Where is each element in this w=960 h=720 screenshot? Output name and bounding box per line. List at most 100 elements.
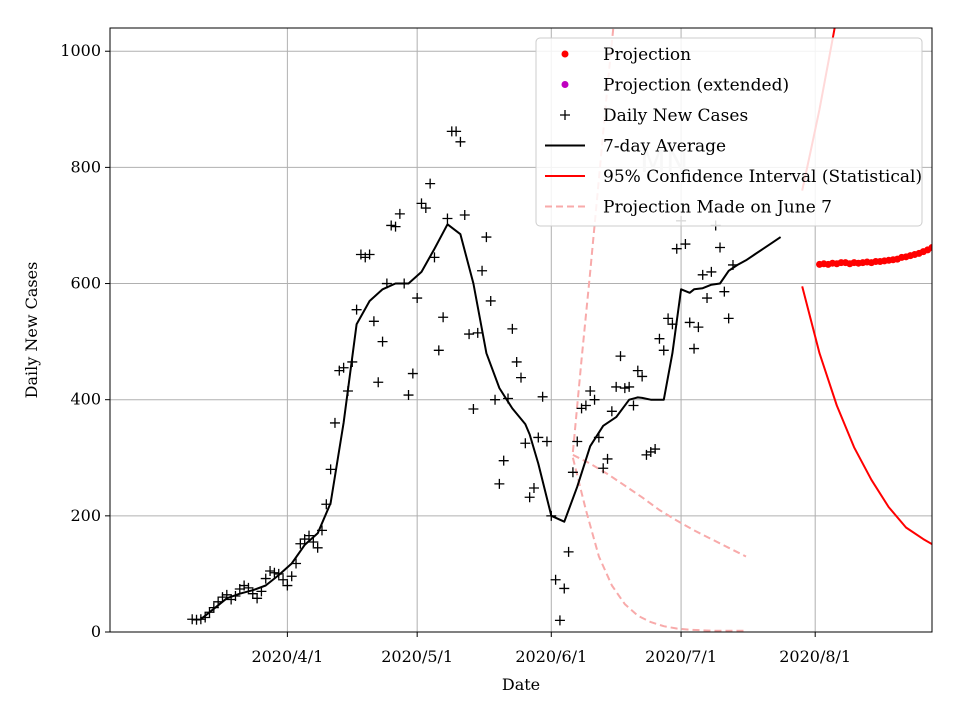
daily-cases-point bbox=[390, 221, 401, 232]
daily-cases-point bbox=[498, 455, 509, 466]
x-axis-title: Date bbox=[502, 675, 540, 694]
daily-cases-point bbox=[308, 536, 319, 547]
daily-cases-point bbox=[239, 580, 250, 591]
daily-cases-point bbox=[213, 596, 224, 607]
legend: Projection Projection (extended) Daily New… bbox=[535, 37, 923, 227]
daily-cases-point bbox=[325, 464, 336, 475]
daily-cases-point bbox=[386, 220, 397, 231]
projection-extended-point bbox=[946, 234, 953, 241]
daily-cases-point bbox=[329, 417, 340, 428]
daily-cases-point bbox=[706, 266, 717, 277]
legend-label: Projection Made on June 7 bbox=[603, 198, 832, 218]
daily-cases-point bbox=[260, 573, 271, 584]
projection-june7-upper-line bbox=[571, 28, 615, 453]
daily-cases-point bbox=[602, 453, 613, 464]
y-tick-label: 0 bbox=[91, 622, 101, 641]
daily-cases-point bbox=[455, 136, 466, 147]
daily-cases-point bbox=[723, 313, 734, 324]
daily-cases-point bbox=[624, 381, 635, 392]
daily-cases-point bbox=[377, 336, 388, 347]
daily-cases-point bbox=[671, 243, 682, 254]
y-tick-label: 1000 bbox=[60, 41, 101, 60]
daily-cases-point bbox=[472, 327, 483, 338]
daily-cases-point bbox=[563, 546, 574, 557]
daily-cases-point bbox=[580, 400, 591, 411]
daily-cases-point bbox=[442, 213, 453, 224]
daily-cases-point bbox=[256, 586, 267, 597]
projection-june7-lower-line bbox=[571, 457, 746, 632]
daily-cases-point bbox=[663, 313, 674, 324]
x-tick-label: 2020/5/1 bbox=[381, 647, 453, 666]
daily-cases-point bbox=[554, 615, 565, 626]
series-layer bbox=[187, 28, 960, 632]
daily-cases-point bbox=[295, 538, 306, 549]
daily-cases-point bbox=[533, 432, 544, 443]
daily-cases-point bbox=[650, 444, 661, 455]
daily-cases-point bbox=[667, 319, 678, 330]
daily-cases-point bbox=[282, 580, 293, 591]
daily-cases-point bbox=[364, 249, 375, 260]
daily-cases-point bbox=[658, 345, 669, 356]
y-tick-label: 600 bbox=[70, 274, 101, 293]
daily-cases-point bbox=[585, 385, 596, 396]
daily-cases-point bbox=[420, 203, 431, 214]
daily-cases-point bbox=[338, 362, 349, 373]
daily-cases-point bbox=[464, 329, 475, 340]
daily-cases-point bbox=[485, 295, 496, 306]
daily-cases-point bbox=[680, 239, 691, 250]
daily-cases-point bbox=[520, 438, 531, 449]
legend-label: 95% Confidence Interval (Statistical) bbox=[603, 167, 922, 187]
projection-june7-center-line bbox=[572, 454, 747, 558]
daily-cases-point bbox=[459, 210, 470, 221]
daily-cases-point bbox=[550, 574, 561, 585]
daily-cases-point bbox=[381, 278, 392, 289]
daily-cases-point bbox=[399, 278, 410, 289]
daily-cases-point bbox=[347, 356, 358, 367]
daily-cases-point bbox=[433, 345, 444, 356]
daily-cases-point bbox=[611, 381, 622, 392]
projection-extended-point bbox=[941, 236, 948, 243]
projection-extended-point bbox=[954, 228, 960, 235]
x-tick-label: 2020/7/1 bbox=[645, 647, 717, 666]
daily-cases-point bbox=[572, 436, 583, 447]
plot-area-frame bbox=[109, 27, 933, 633]
daily-cases-point bbox=[273, 568, 284, 579]
legend-label: Projection (extended) bbox=[603, 76, 789, 96]
daily-cases-point bbox=[468, 403, 479, 414]
daily-cases-point bbox=[477, 265, 488, 276]
daily-cases-point bbox=[689, 343, 700, 354]
daily-cases-point bbox=[481, 232, 492, 243]
daily-cases-point bbox=[524, 492, 535, 503]
daily-cases-point bbox=[291, 558, 302, 569]
daily-cases-point bbox=[490, 394, 501, 405]
daily-cases-point bbox=[451, 126, 462, 137]
daily-cases-point bbox=[243, 582, 254, 593]
daily-cases-point bbox=[494, 478, 505, 489]
ci-lower-extended-line bbox=[936, 547, 960, 583]
projection-extended-point bbox=[933, 242, 940, 249]
legend-box bbox=[535, 37, 923, 227]
daily-cases-point bbox=[204, 607, 215, 618]
daily-cases-point bbox=[606, 406, 617, 417]
daily-cases-point bbox=[416, 198, 427, 209]
daily-cases-point bbox=[403, 390, 414, 401]
daily-cases-point bbox=[697, 269, 708, 280]
daily-cases-point bbox=[654, 333, 665, 344]
daily-cases-point bbox=[628, 400, 639, 411]
daily-cases-point bbox=[715, 242, 726, 253]
daily-cases-point bbox=[541, 436, 552, 447]
daily-cases-point bbox=[619, 383, 630, 394]
daily-cases-point bbox=[230, 590, 241, 601]
daily-cases-point bbox=[632, 365, 643, 376]
daily-cases-point bbox=[394, 208, 405, 219]
daily-cases-point bbox=[286, 571, 297, 582]
daily-cases-point bbox=[559, 583, 570, 594]
daily-cases-point bbox=[304, 530, 315, 541]
legend-handle-dot bbox=[561, 81, 569, 88]
daily-cases-point bbox=[507, 323, 518, 334]
projection-extended-point bbox=[937, 239, 944, 246]
legend-label: Projection bbox=[603, 45, 691, 65]
x-tick-label: 2020/8/1 bbox=[779, 647, 851, 666]
daily-cases-point bbox=[727, 259, 738, 270]
